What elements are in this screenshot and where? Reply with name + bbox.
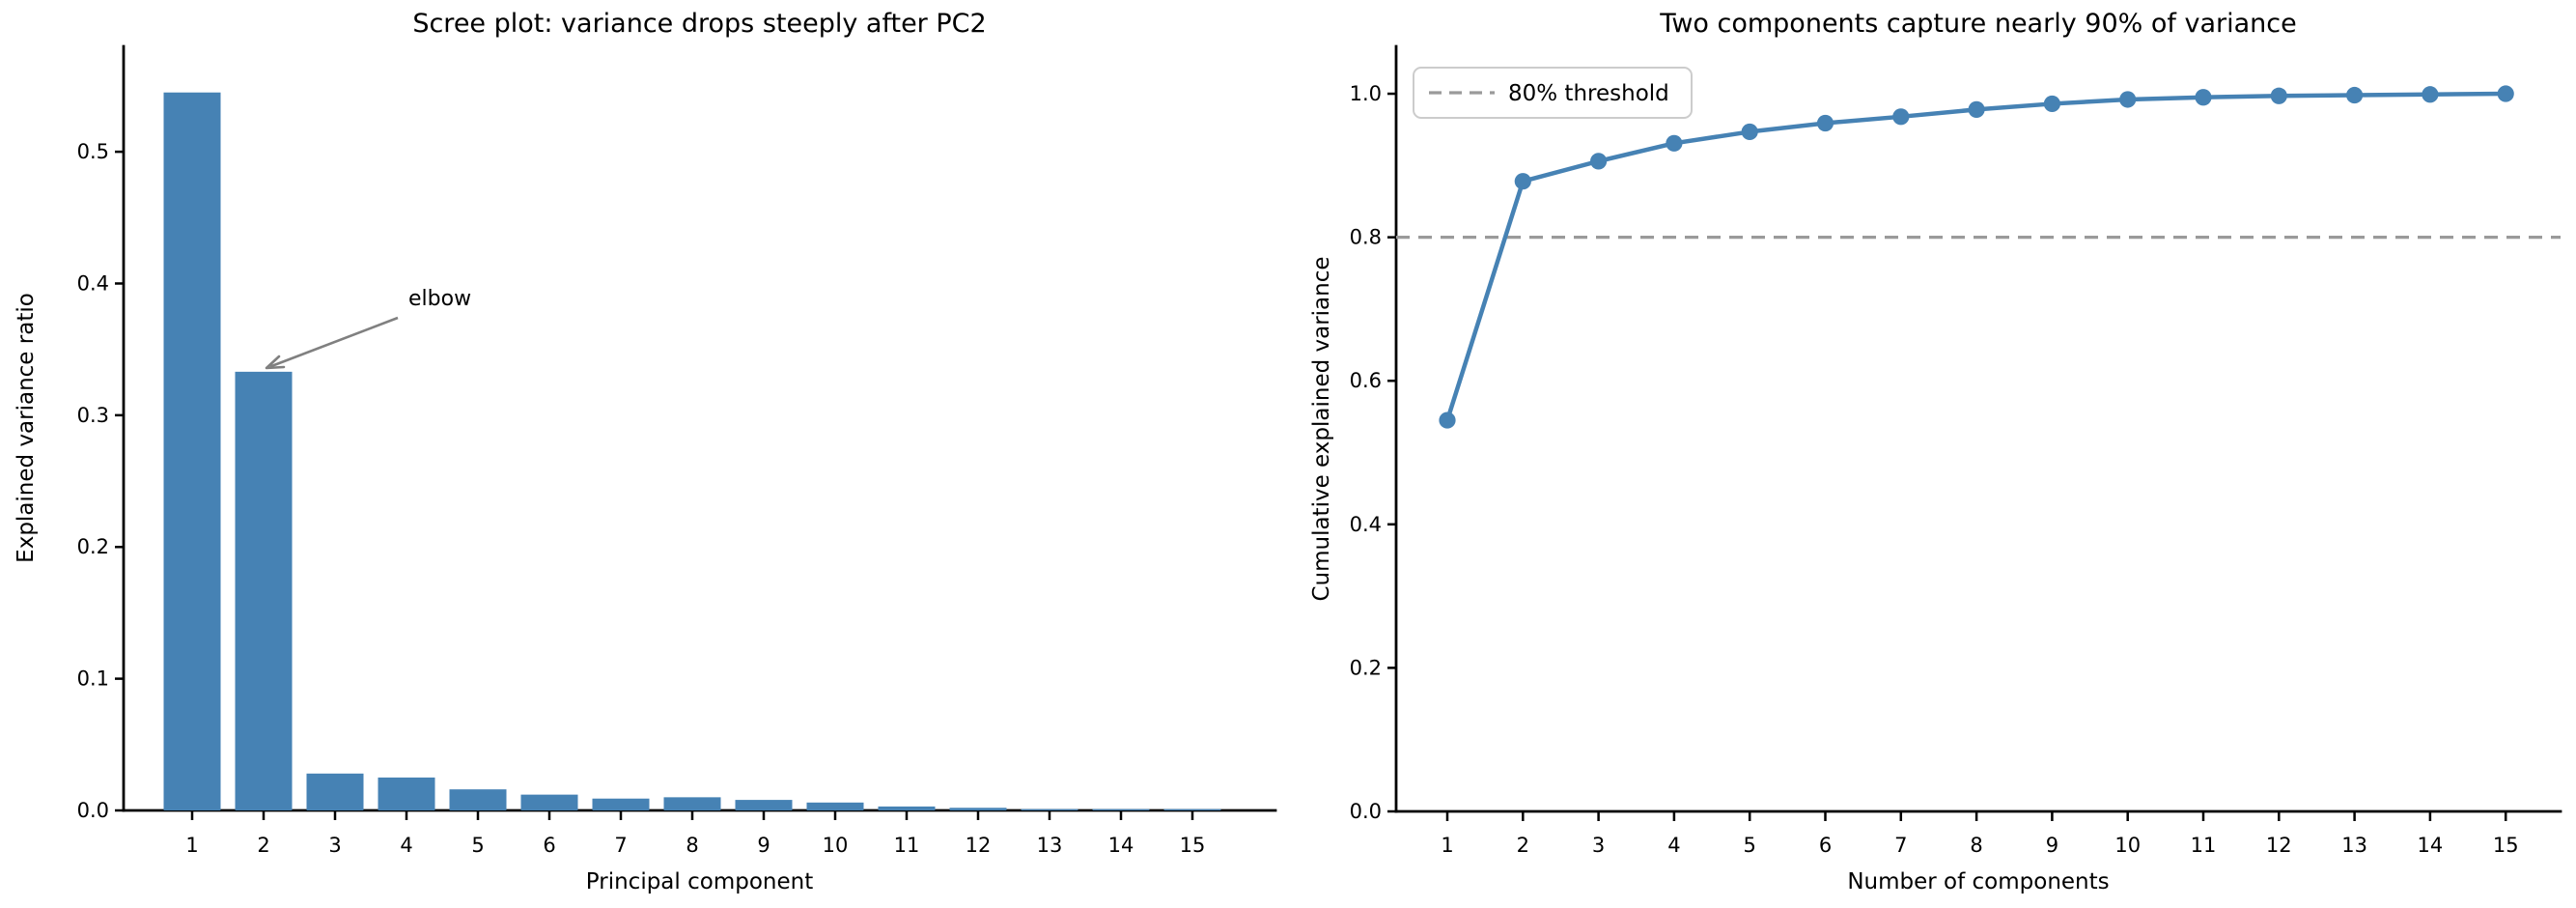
y-tick-label: 0.2 xyxy=(77,535,109,558)
y-tick-label: 0.4 xyxy=(77,271,109,295)
trend-line xyxy=(1444,91,2508,423)
bar xyxy=(235,371,293,810)
data-point-marker xyxy=(1590,153,1608,170)
data-point-marker xyxy=(1816,114,1834,132)
x-tick-label: 2 xyxy=(1517,834,1529,857)
data-point-marker xyxy=(2497,85,2514,102)
elbow-annotation-arrow xyxy=(269,316,399,368)
data-point-marker xyxy=(1666,134,1683,152)
x-tick-label: 7 xyxy=(614,834,627,857)
x-tick-label: 5 xyxy=(471,834,484,857)
bar xyxy=(1092,809,1150,810)
chart-title: Scree plot: variance drops steeply after… xyxy=(412,9,986,39)
chart-title: Two components capture nearly 90% of var… xyxy=(1659,9,2296,39)
data-point-marker xyxy=(2043,95,2060,113)
bar xyxy=(520,794,578,810)
data-point-marker xyxy=(2270,87,2287,104)
y-tick-label: 0.0 xyxy=(1350,800,1382,823)
x-tick-label: 13 xyxy=(1037,834,1063,857)
bar xyxy=(949,808,1007,810)
bar xyxy=(878,806,936,810)
data-point-marker xyxy=(1439,411,1456,429)
y-tick-label: 0.1 xyxy=(77,667,109,691)
x-tick-label: 15 xyxy=(1180,834,1206,857)
bar xyxy=(449,789,507,810)
x-tick-label: 9 xyxy=(2046,834,2058,857)
x-tick-label: 1 xyxy=(1441,834,1453,857)
y-axis-label: Explained variance ratio xyxy=(14,293,39,563)
bar xyxy=(806,802,864,810)
y-tick-label: 1.0 xyxy=(1350,82,1382,105)
data-point-marker xyxy=(1892,108,1910,126)
bar xyxy=(592,798,650,810)
bar xyxy=(1021,809,1078,810)
x-tick-label: 4 xyxy=(400,834,412,857)
bar xyxy=(1163,809,1221,810)
x-axis-label: Principal component xyxy=(586,869,813,894)
x-tick-label: 15 xyxy=(2493,834,2519,857)
legend-box xyxy=(1413,67,1693,119)
scree-plot: 0.00.10.20.30.40.51 2 3 4 5 6 7 8 9 10 11 12 13 14 15S… xyxy=(14,9,1277,894)
bar xyxy=(306,773,364,810)
cumulative-variance-plot: 0.00.20.40.60.81.01 2 3 4 5 6 7 8 9 10 11 12 13 14 15T… xyxy=(1309,9,2562,894)
x-tick-label: 1 xyxy=(185,834,198,857)
data-point-marker xyxy=(1968,100,1985,118)
x-tick-label: 10 xyxy=(2114,834,2141,857)
y-tick-label: 0.3 xyxy=(77,404,109,427)
x-tick-label: 12 xyxy=(966,834,992,857)
legend: 80% threshold xyxy=(1413,67,1693,119)
x-tick-label: 8 xyxy=(686,834,698,857)
data-point-marker xyxy=(1741,123,1758,141)
x-tick-label: 11 xyxy=(894,834,920,857)
y-tick-label: 0.6 xyxy=(1350,369,1382,392)
x-tick-label: 8 xyxy=(1970,834,1982,857)
y-tick-label: 0.2 xyxy=(1350,656,1382,679)
x-tick-label: 12 xyxy=(2266,834,2292,857)
data-point-marker xyxy=(2422,86,2439,103)
y-tick-label: 0.5 xyxy=(77,140,109,163)
y-tick-label: 0.0 xyxy=(77,799,109,822)
x-tick-label: 4 xyxy=(1667,834,1680,857)
x-axis-label: Number of components xyxy=(1847,869,2109,894)
x-tick-label: 5 xyxy=(1744,834,1756,857)
x-tick-label: 13 xyxy=(2341,834,2367,857)
elbow-annotation-arrowhead xyxy=(265,355,286,370)
x-tick-label: 2 xyxy=(257,834,269,857)
x-tick-label: 6 xyxy=(1819,834,1832,857)
x-tick-label: 3 xyxy=(1592,834,1605,857)
y-tick-label: 0.4 xyxy=(1350,513,1382,536)
x-tick-label: 9 xyxy=(757,834,770,857)
x-tick-label: 3 xyxy=(328,834,341,857)
bar xyxy=(163,92,221,810)
x-tick-label: 7 xyxy=(1894,834,1907,857)
x-tick-label: 6 xyxy=(543,834,555,857)
y-tick-label: 0.8 xyxy=(1350,226,1382,249)
bar xyxy=(735,800,793,810)
elbow-annotation-text: elbow xyxy=(408,287,471,311)
x-tick-label: 14 xyxy=(2418,834,2444,857)
y-axis-label: Cumulative explained variance xyxy=(1309,256,1334,601)
x-tick-label: 11 xyxy=(2191,834,2217,857)
data-point-marker xyxy=(2195,89,2212,106)
x-tick-label: 10 xyxy=(823,834,849,857)
legend-label: 80% threshold xyxy=(1508,81,1669,106)
bar xyxy=(378,777,435,810)
data-point-marker xyxy=(2346,86,2364,104)
x-tick-label: 14 xyxy=(1108,834,1134,857)
data-point-marker xyxy=(1514,173,1531,190)
bar xyxy=(663,797,721,810)
data-point-marker xyxy=(2119,91,2137,108)
